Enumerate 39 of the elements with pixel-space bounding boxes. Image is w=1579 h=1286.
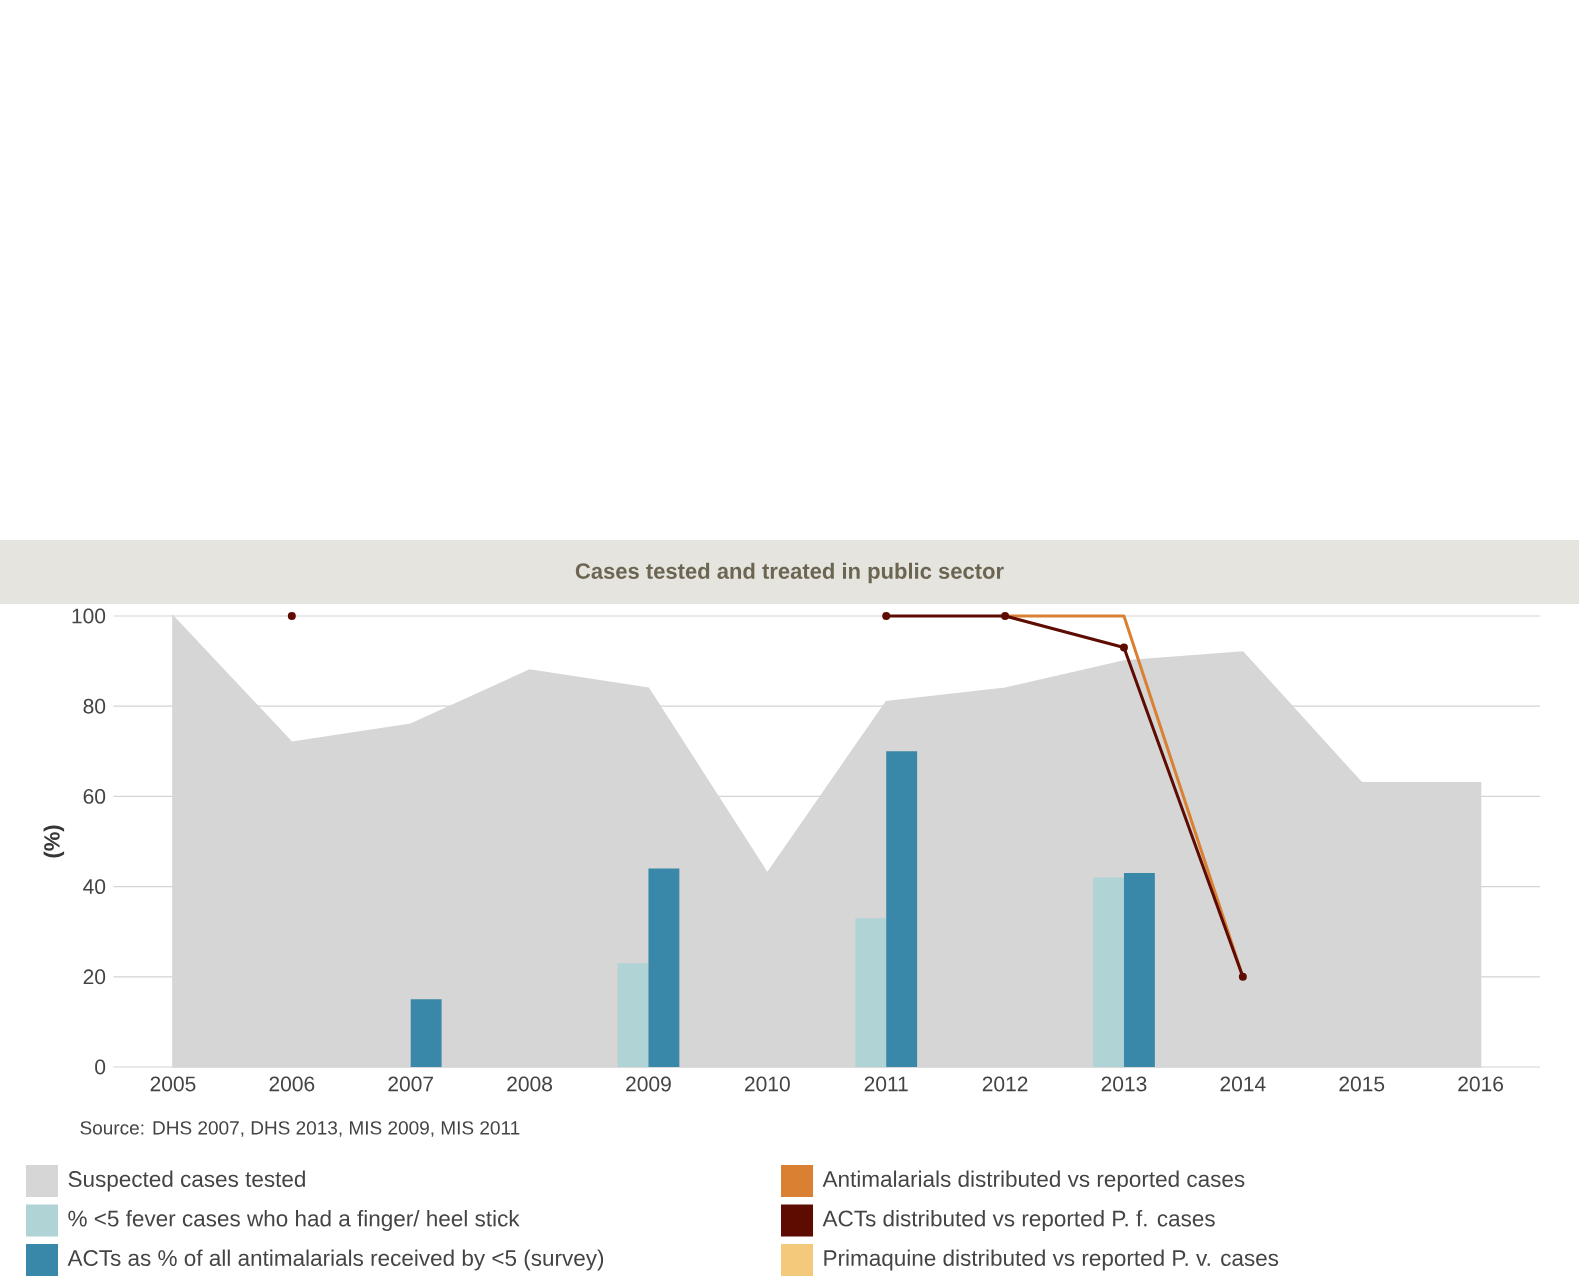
point bbox=[287, 611, 296, 620]
chart-title: Cases tested and treated in public sector bbox=[575, 562, 1004, 584]
legend-label: ACTs as % of all antimalarials received by <5 (survey) bbox=[67, 1249, 604, 1271]
bar bbox=[1123, 873, 1155, 1067]
legend-label: Antimalarials distributed vs reported cases bbox=[822, 1170, 1245, 1192]
legend-label: Suspected cases tested bbox=[68, 1170, 305, 1192]
bar bbox=[617, 963, 649, 1067]
bar bbox=[886, 751, 918, 1067]
point bbox=[882, 611, 891, 620]
y-tick-label: 0 bbox=[95, 1059, 106, 1075]
x-tick-label: 2007 bbox=[388, 1076, 433, 1092]
legend-label: Primaquine distributed vs reported P. v. cases bbox=[824, 1249, 1279, 1271]
x-tick-label: 2013 bbox=[1101, 1076, 1147, 1092]
x-tick-label: 2015 bbox=[1339, 1076, 1385, 1092]
point bbox=[1119, 643, 1128, 652]
y-tick-label: 20 bbox=[83, 969, 106, 985]
point bbox=[1001, 611, 1010, 620]
bar bbox=[1093, 877, 1124, 1067]
y-tick-label: 80 bbox=[83, 698, 106, 714]
y-tick-label: 100 bbox=[72, 608, 106, 624]
x-tick-label: 2005 bbox=[150, 1076, 196, 1092]
point bbox=[1238, 972, 1247, 981]
x-tick-label: 2006 bbox=[269, 1076, 315, 1092]
x-tick-label: 2012 bbox=[982, 1076, 1028, 1092]
bar bbox=[648, 868, 680, 1067]
x-tick-label: 2010 bbox=[745, 1076, 790, 1092]
x-tick-label: 2016 bbox=[1458, 1076, 1503, 1092]
bar bbox=[855, 918, 887, 1067]
x-tick-label: 2011 bbox=[864, 1076, 908, 1092]
source-note: Source: DHS 2007, DHS 2013, MIS 2009, MIS 2011 bbox=[80, 1121, 520, 1137]
y-tick-label: 40 bbox=[83, 879, 106, 895]
y-tick-label: 60 bbox=[83, 788, 106, 804]
bar bbox=[410, 999, 442, 1067]
legend-label: % <5 fever cases who had a finger/ heel stick bbox=[68, 1210, 520, 1231]
legend-label: ACTs distributed vs reported P. f. cases bbox=[822, 1210, 1215, 1231]
x-tick-label: 2014 bbox=[1220, 1076, 1266, 1092]
y-axis-title: (%) bbox=[43, 825, 65, 858]
x-tick-label: 2008 bbox=[507, 1076, 552, 1092]
x-tick-label: 2009 bbox=[626, 1076, 671, 1092]
